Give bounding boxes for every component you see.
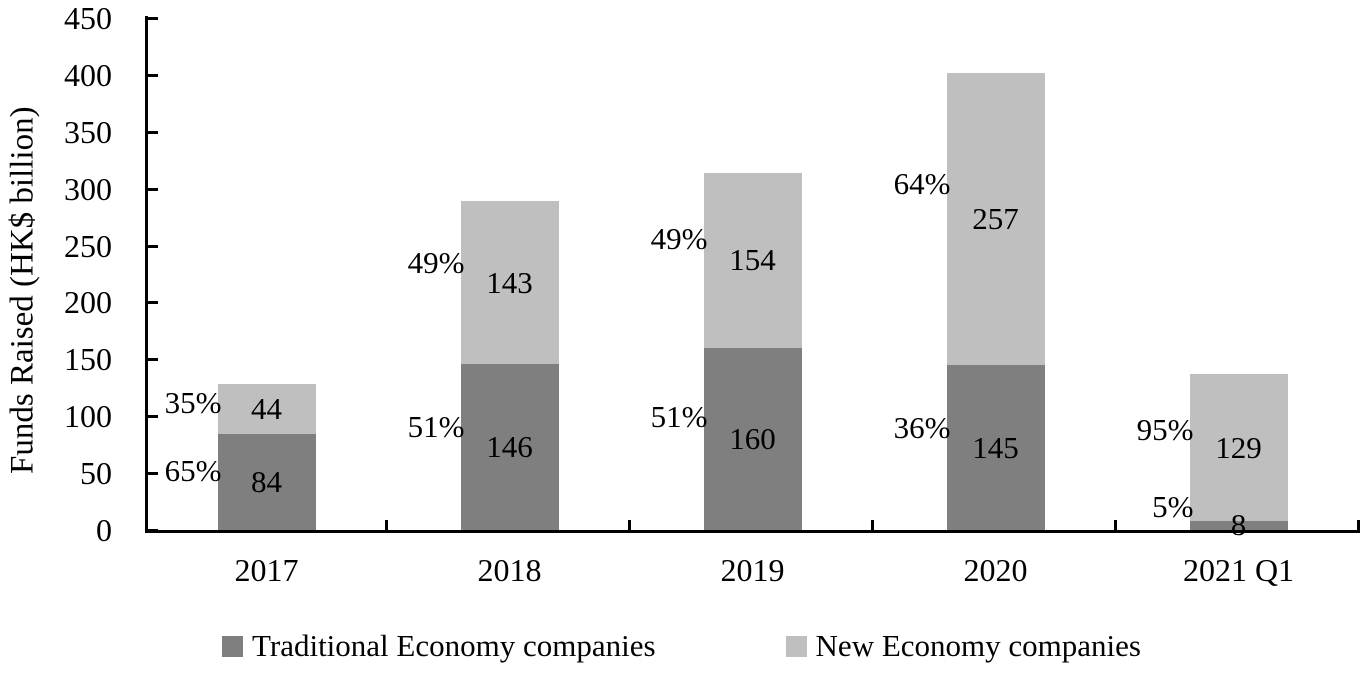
bar-segment-new-economy (460, 201, 559, 364)
y-tick-label: 50 (80, 455, 112, 492)
x-category-label: 2020 (963, 552, 1028, 588)
bar-percent-label: 36% (893, 409, 951, 445)
legend: Traditional Economy companies New Econom… (0, 628, 1363, 664)
bar-value-label: 84 (251, 464, 282, 500)
y-tick-mark (148, 17, 158, 20)
bar-segment-new-economy (703, 172, 802, 348)
bar-value-label: 143 (486, 264, 533, 300)
bar-percent-label: 49% (407, 245, 465, 280)
bar-value-label: 257 (972, 200, 1019, 236)
x-category-label: 2018 (477, 552, 542, 588)
x-tick-mark (628, 520, 631, 530)
x-category-label: 2021 Q1 (1182, 552, 1295, 588)
y-tick-mark (148, 529, 158, 532)
bar-percent-label: 51% (407, 409, 465, 444)
bar-segment-traditional-economy (217, 434, 316, 530)
bar-value-label: 154 (729, 242, 776, 278)
y-tick-label: 100 (64, 398, 112, 435)
bar-percent-label: 35% (164, 385, 222, 421)
bar-value-label: 146 (486, 428, 533, 464)
y-tick-label: 150 (64, 341, 112, 378)
y-tick-label: 300 (64, 170, 112, 207)
y-tick-mark (148, 187, 158, 191)
bar-segment-new-economy (217, 384, 316, 435)
bar-segment-traditional-economy (460, 363, 559, 530)
y-tick-label: 450 (64, 0, 112, 36)
y-tick-label: 250 (64, 227, 112, 264)
y-tick-mark (148, 358, 158, 362)
x-category-label: 2017 (234, 552, 299, 588)
y-tick-mark (148, 301, 158, 305)
legend-label-new-economy: New Economy companies (815, 628, 1141, 663)
bar-segment-traditional-economy (1189, 520, 1288, 530)
legend-swatch-new-economy (785, 635, 807, 657)
y-tick-mark (148, 130, 158, 134)
bar-segment-traditional-economy (703, 347, 802, 530)
legend-label-traditional-economy: Traditional Economy companies (252, 628, 656, 663)
bar-percent-label: 64% (893, 165, 951, 201)
bar-value-label: 160 (729, 420, 776, 456)
y-axis-line (145, 16, 148, 533)
legend-item-traditional-economy: Traditional Economy companies (222, 628, 656, 664)
bar-value-label: 8 (1230, 507, 1247, 543)
y-tick-label: 400 (64, 56, 112, 93)
bar-value-label: 129 (1215, 429, 1262, 465)
y-tick-mark (148, 415, 158, 419)
x-tick-mark (1357, 520, 1360, 530)
bar-value-label: 145 (972, 429, 1019, 465)
x-axis-line (145, 530, 1360, 533)
x-category-label: 2019 (720, 552, 785, 588)
bar-percent-label: 51% (650, 399, 708, 435)
bar-value-label: 44 (251, 391, 282, 427)
y-tick-mark (148, 244, 158, 248)
x-tick-mark (1114, 520, 1117, 530)
legend-swatch-traditional-economy (222, 635, 244, 657)
y-tick-label: 350 (64, 113, 112, 150)
bar-segment-new-economy (946, 72, 1045, 366)
bar-percent-label: 65% (164, 452, 222, 488)
legend-item-new-economy: New Economy companies (785, 628, 1141, 664)
bar-segment-new-economy (1189, 374, 1288, 521)
bar-percent-label: 95% (1136, 411, 1194, 447)
x-tick-mark (871, 520, 874, 530)
bar-segment-traditional-economy (946, 365, 1045, 530)
bar-percent-label: 49% (650, 221, 708, 257)
y-tick-mark (148, 472, 158, 476)
y-tick-label: 0 (96, 512, 112, 548)
y-tick-label: 200 (64, 284, 112, 321)
y-tick-mark (148, 73, 158, 77)
bar-percent-label: 5% (1152, 488, 1194, 524)
x-tick-mark (385, 520, 388, 530)
